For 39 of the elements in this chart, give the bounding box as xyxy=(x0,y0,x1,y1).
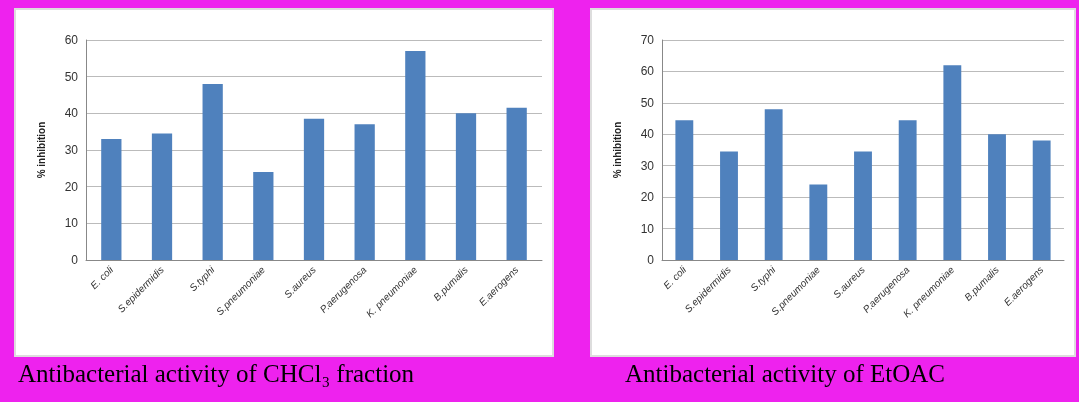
y-tick-label: 10 xyxy=(64,216,79,231)
bar xyxy=(506,107,527,260)
y-tick-label: 60 xyxy=(640,64,655,79)
bar xyxy=(720,151,738,260)
bar xyxy=(202,84,223,260)
bar xyxy=(898,120,917,260)
y-tick-label: 20 xyxy=(640,190,655,205)
text: Antibacterial activity of CHCl₃ fraction xyxy=(18,360,415,388)
bar xyxy=(405,51,426,260)
bar xyxy=(455,113,477,260)
y-axis-title: % inhibition xyxy=(35,121,47,179)
bar xyxy=(1032,140,1051,260)
y-tick-label: 0 xyxy=(71,253,79,267)
y-tick-label: 10 xyxy=(640,221,655,236)
y-axis-title: % inhibition xyxy=(611,121,623,179)
bar xyxy=(854,151,872,260)
y-tick-label: 0 xyxy=(647,253,655,267)
y-tick-label: 30 xyxy=(64,143,79,157)
y-tick-label: 20 xyxy=(64,179,79,194)
text: Antibacterial activity of EtOAC xyxy=(625,360,946,388)
bar xyxy=(354,124,375,260)
x-tick-label: E. coli xyxy=(661,263,689,292)
bar xyxy=(675,120,694,260)
bar xyxy=(101,139,122,260)
bar xyxy=(764,109,783,260)
bar xyxy=(809,184,828,260)
bar xyxy=(943,65,962,260)
y-tick-label: 50 xyxy=(640,95,655,110)
y-tick-label: 50 xyxy=(64,69,79,84)
bar xyxy=(253,172,274,260)
y-tick-label: 40 xyxy=(640,127,655,142)
y-tick-label: 70 xyxy=(640,33,655,47)
bar xyxy=(151,133,173,260)
bar xyxy=(988,134,1006,260)
y-tick-label: 40 xyxy=(64,106,79,121)
bar xyxy=(303,118,325,260)
x-tick-label: E. coli xyxy=(88,263,116,292)
y-tick-label: 60 xyxy=(64,33,79,47)
y-tick-label: 30 xyxy=(640,158,655,173)
